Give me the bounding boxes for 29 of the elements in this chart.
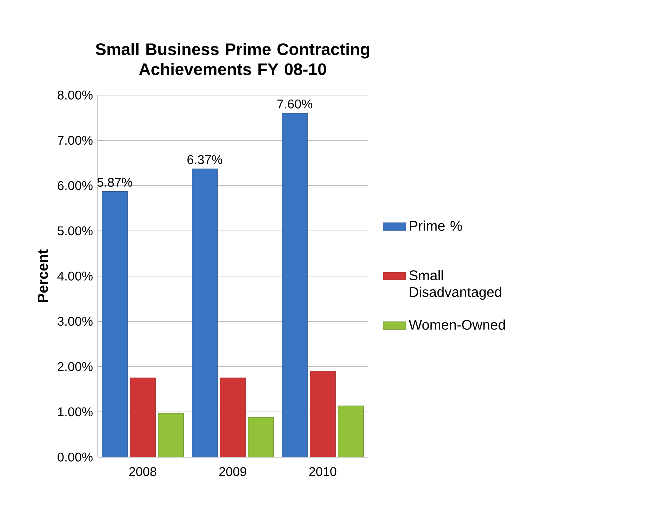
x-tick-label: 2008 [130,467,157,476]
y-tick-label: 1.00% [58,408,93,417]
bar [130,378,156,458]
chart-title: Small Business Prime Contracting Achievements FY 08-10 [96,43,370,76]
y-tick-label: 2.00% [58,362,93,372]
y-tick-label: 0.00% [58,452,93,462]
y-tick-label: 4.00% [58,272,93,281]
x-tick-label: 2010 [310,467,337,476]
bar [282,113,308,458]
y-tick-label: 7.00% [58,136,93,146]
legend-label: Small Disadvantaged [410,270,502,300]
bar [192,168,218,458]
x-tick-label: 2009 [220,467,246,476]
y-tick-label: 8.00% [58,90,93,100]
bar [158,413,184,458]
legend-label: Prime % [410,220,462,232]
data-label: 5.87% [98,178,133,188]
y-tick-label: 5.00% [58,226,93,236]
bar [220,378,246,458]
y-tick-label: 6.00% [58,181,93,190]
bar [310,371,336,458]
bar [102,191,128,458]
bar [338,406,364,458]
data-label: 6.37% [188,155,222,164]
data-label: 7.60% [278,100,312,109]
legend-label: Women-Owned [409,320,506,330]
y-tick-label: 3.00% [58,317,93,326]
bar [248,417,274,458]
y-axis-title: Percent [38,250,48,302]
